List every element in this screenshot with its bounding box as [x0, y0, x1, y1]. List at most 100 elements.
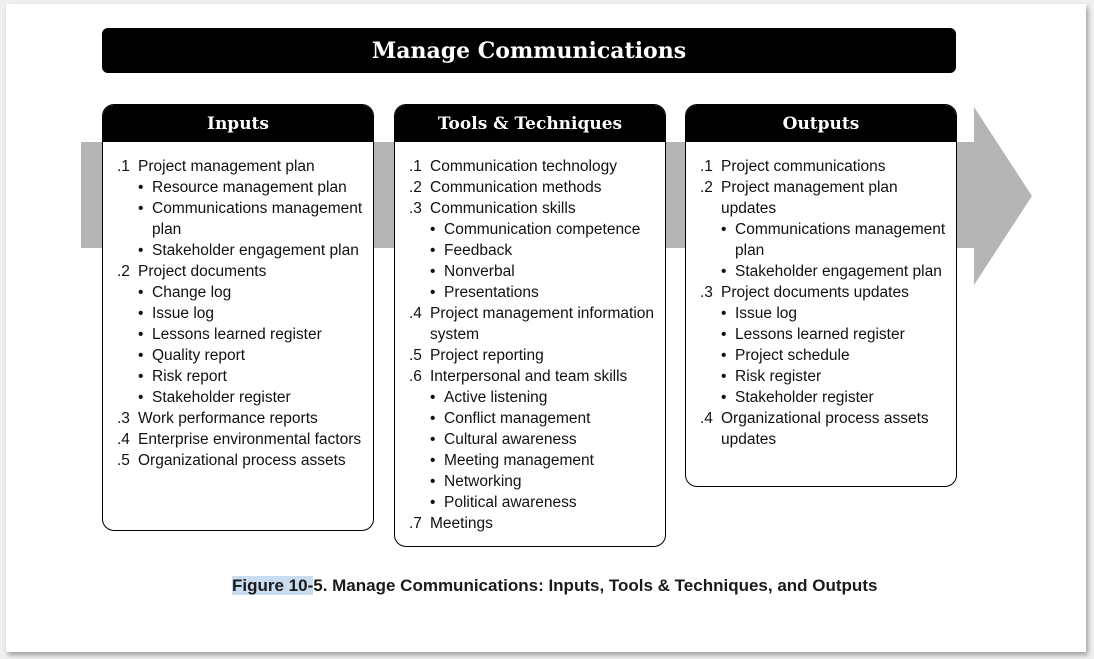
bullet-icon: • — [430, 431, 436, 448]
list-item: .4 Project management information system — [395, 303, 665, 345]
bullet-icon: • — [721, 326, 727, 343]
sub-item-text: Communications management plan — [735, 221, 946, 259]
bullet-icon: • — [138, 305, 144, 322]
list-item: .2 Communication methods — [395, 177, 665, 198]
process-arrow-head — [974, 107, 1032, 285]
sub-list: • Resource management plan • Communications… — [138, 177, 367, 261]
sub-list-item: • Change log — [138, 282, 367, 303]
item-number: .1 — [409, 158, 422, 175]
bullet-icon: • — [721, 368, 727, 385]
bullet-icon: • — [430, 389, 436, 406]
inputs-box: Inputs .1 Project management plan • Resourc… — [102, 104, 374, 531]
outputs-list: .1 Project communications .2 Project manage… — [686, 142, 956, 450]
sub-list-item: • Stakeholder engagement plan — [721, 261, 950, 282]
sub-item-text: Active listening — [444, 389, 548, 406]
sub-item-text: Nonverbal — [444, 263, 515, 280]
item-number: .5 — [409, 347, 422, 364]
bullet-icon: • — [138, 179, 144, 196]
item-text: Project documents — [138, 263, 267, 280]
list-item: .5 Project reporting — [395, 345, 665, 366]
item-number: .6 — [409, 368, 422, 385]
bullet-icon: • — [430, 473, 436, 490]
sub-list-item: • Project schedule — [721, 345, 950, 366]
item-text: Project management plan updates — [721, 179, 898, 217]
bullet-icon: • — [430, 284, 436, 301]
sub-item-text: Networking — [444, 473, 522, 490]
sub-list-item: • Communications management plan — [721, 219, 950, 261]
sub-list: • Communication competence • Feedback • Nonve… — [430, 219, 659, 303]
sub-item-text: Communications management plan — [152, 200, 363, 238]
list-item: .1 Project communications — [686, 156, 956, 177]
sub-item-text: Lessons learned register — [152, 326, 322, 343]
bullet-icon: • — [430, 221, 436, 238]
item-number: .2 — [117, 263, 130, 280]
bullet-icon: • — [430, 242, 436, 259]
bullet-icon: • — [138, 389, 144, 406]
item-number: .4 — [409, 305, 422, 322]
sub-list-item: • Political awareness — [430, 492, 659, 513]
item-text: Project reporting — [430, 347, 544, 364]
sub-item-text: Quality report — [152, 347, 246, 364]
item-text: Interpersonal and team skills — [430, 368, 628, 385]
item-text: Organizational process assets — [138, 452, 346, 469]
sub-list-item: • Active listening — [430, 387, 659, 408]
bullet-icon: • — [138, 284, 144, 301]
sub-item-text: Issue log — [735, 305, 798, 322]
item-number: .3 — [117, 410, 130, 427]
tools-techniques-list: .1 Communication technology .2 Communicatio… — [395, 142, 665, 534]
bullet-icon: • — [721, 347, 727, 364]
sub-list-item: • Cultural awareness — [430, 429, 659, 450]
sub-list: • Active listening • Conflict management • Cu… — [430, 387, 659, 513]
list-item: .6 Interpersonal and team skills • Active l… — [395, 366, 665, 513]
list-item: .1 Project management plan • Resource manag… — [103, 156, 373, 261]
sub-list-item: • Lessons learned register — [721, 324, 950, 345]
item-number: .3 — [409, 200, 422, 217]
sub-list-item: • Lessons learned register — [138, 324, 367, 345]
sub-list: • Issue log • Lessons learned register • Proj… — [721, 303, 950, 408]
bullet-icon: • — [721, 263, 727, 280]
sub-list: • Change log • Issue log • Lessons learned re… — [138, 282, 367, 408]
list-item: .2 Project management plan updates • Commun… — [686, 177, 956, 282]
bullet-icon: • — [430, 452, 436, 469]
tools-techniques-header: Tools & Techniques — [395, 105, 665, 142]
sub-list-item: • Conflict management — [430, 408, 659, 429]
bullet-icon: • — [721, 389, 727, 406]
bullet-icon: • — [721, 305, 727, 322]
bullet-icon: • — [721, 221, 727, 238]
sub-list-item: • Communication competence — [430, 219, 659, 240]
sub-list-item: • Stakeholder register — [138, 387, 367, 408]
sub-item-text: Stakeholder engagement plan — [735, 263, 942, 280]
item-text: Project management information system — [430, 305, 655, 343]
item-number: .7 — [409, 515, 422, 532]
sub-list-item: • Stakeholder engagement plan — [138, 240, 367, 261]
item-text: Project documents updates — [721, 284, 909, 301]
sub-list-item: • Issue log — [138, 303, 367, 324]
sub-list-item: • Networking — [430, 471, 659, 492]
sub-item-text: Project schedule — [735, 347, 850, 364]
list-item: .7 Meetings — [395, 513, 665, 534]
item-text: Communication skills — [430, 200, 576, 217]
sub-list-item: • Communications management plan — [138, 198, 367, 240]
item-number: .1 — [117, 158, 130, 175]
bullet-icon: • — [430, 410, 436, 427]
item-number: .2 — [700, 179, 713, 196]
list-item: .3 Work performance reports — [103, 408, 373, 429]
sub-item-text: Issue log — [152, 305, 215, 322]
item-number: .4 — [117, 431, 130, 448]
sub-list-item: • Stakeholder register — [721, 387, 950, 408]
sub-list: • Communications management plan • Stakehol… — [721, 219, 950, 282]
inputs-header: Inputs — [103, 105, 373, 142]
sub-item-text: Resource management plan — [152, 179, 347, 196]
sub-item-text: Stakeholder engagement plan — [152, 242, 359, 259]
list-item: .4 Organizational process assets updates — [686, 408, 956, 450]
list-item: .1 Communication technology — [395, 156, 665, 177]
item-text: Communication methods — [430, 179, 602, 196]
sub-list-item: • Issue log — [721, 303, 950, 324]
sub-item-text: Meeting management — [444, 452, 594, 469]
bullet-icon: • — [138, 242, 144, 259]
list-item: .5 Organizational process assets — [103, 450, 373, 471]
bullet-icon: • — [430, 263, 436, 280]
figure-caption: Figure 10-5. Manage Communications: Inpu… — [232, 576, 877, 596]
bullet-icon: • — [430, 494, 436, 511]
sub-item-text: Risk report — [152, 368, 227, 385]
